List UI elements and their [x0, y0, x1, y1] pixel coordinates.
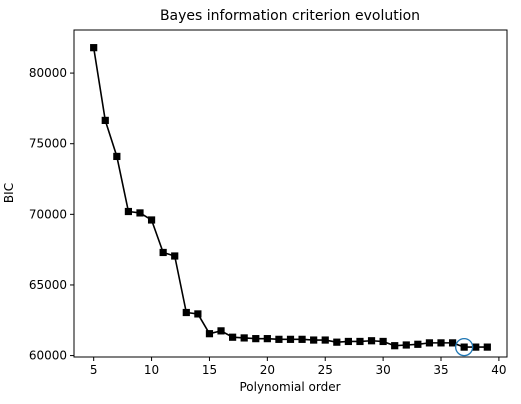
data-point-order-39 — [483, 343, 491, 351]
y-tick-label-70000: 70000 — [29, 207, 67, 221]
data-point-order-29 — [367, 337, 376, 345]
data-point-order-38 — [472, 343, 480, 351]
series-layer — [92, 47, 488, 348]
data-point-order-16 — [217, 327, 225, 335]
marker-layer — [90, 44, 491, 351]
y-tick-label-80000: 80000 — [29, 66, 67, 80]
x-tick-label-10: 10 — [144, 363, 159, 377]
data-point-order-26 — [333, 338, 341, 346]
data-point-order-21 — [275, 335, 283, 343]
data-point-order-11 — [159, 248, 167, 257]
data-point-order-20 — [263, 335, 271, 343]
data-point-order-6 — [101, 116, 109, 124]
y-axis-label: BIC — [2, 183, 16, 203]
data-point-order-33 — [414, 340, 422, 348]
x-tick-label-35: 35 — [433, 363, 448, 377]
data-point-order-37 — [460, 343, 468, 351]
x-tick-label-25: 25 — [318, 363, 333, 377]
data-point-order-28 — [356, 337, 364, 346]
series-line-0 — [92, 47, 488, 348]
data-point-order-7 — [113, 152, 121, 161]
y-tick-label-75000: 75000 — [29, 137, 67, 151]
data-point-order-13 — [182, 308, 190, 317]
y-tick-label-65000: 65000 — [29, 278, 67, 292]
data-point-order-30 — [379, 337, 387, 346]
data-point-order-35 — [437, 339, 445, 347]
x-tick-label-30: 30 — [375, 363, 390, 377]
data-point-order-24 — [310, 336, 318, 344]
data-point-order-12 — [171, 252, 179, 260]
optimum-highlight-circle — [455, 337, 474, 357]
data-point-order-8 — [124, 207, 133, 216]
data-point-order-17 — [229, 333, 237, 341]
x-tick-label-15: 15 — [202, 363, 217, 377]
y-axis: 60000 65000 70000 75000 80000 — [29, 66, 74, 363]
data-point-order-32 — [402, 341, 410, 349]
data-point-order-10 — [147, 216, 156, 224]
x-tick-label-20: 20 — [260, 363, 275, 377]
data-point-order-27 — [344, 337, 352, 346]
data-point-order-18 — [240, 334, 248, 342]
data-point-order-22 — [286, 335, 295, 343]
data-point-order-34 — [425, 339, 434, 347]
x-tick-label-5: 5 — [90, 363, 98, 377]
data-point-order-23 — [298, 335, 306, 343]
x-axis-label: Polynomial order — [239, 380, 340, 394]
data-point-order-25 — [321, 336, 329, 344]
data-point-order-5 — [90, 44, 98, 52]
x-axis: 5 10 15 20 25 30 35 40 — [90, 357, 507, 377]
data-point-order-19 — [252, 335, 260, 343]
data-point-order-15 — [205, 330, 214, 338]
data-point-order-31 — [391, 342, 399, 350]
data-point-order-36 — [448, 339, 457, 347]
x-tick-label-40: 40 — [491, 363, 506, 377]
y-tick-label-60000: 60000 — [29, 349, 67, 363]
data-point-order-9 — [136, 209, 144, 217]
chart-title: Bayes information criterion evolution — [160, 8, 420, 24]
plot-frame — [73, 29, 508, 358]
data-point-order-14 — [194, 310, 202, 318]
